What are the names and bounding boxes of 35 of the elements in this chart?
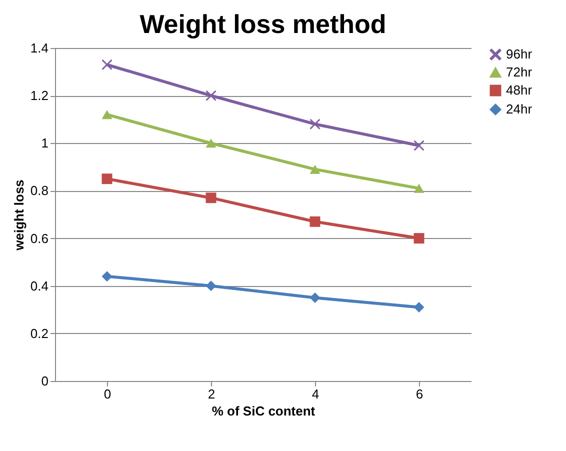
legend-label: 48hr [506, 82, 533, 98]
x-tick-label: 4 [312, 386, 320, 402]
y-tick-label: 1.4 [30, 40, 48, 56]
point [310, 164, 320, 174]
point [310, 118, 320, 130]
point [414, 302, 424, 313]
x-axis-title: % of SiC content [212, 404, 316, 418]
y-tick-label: 0.2 [30, 326, 48, 341]
y-axis-title: weight loss [11, 180, 26, 252]
point [206, 90, 216, 101]
y-tick-label: 1 [41, 136, 48, 151]
y-tick-label: 1.2 [30, 88, 48, 104]
legend-label: 96hr [506, 46, 533, 62]
point [414, 140, 424, 151]
y-tick-label: 0 [41, 374, 48, 388]
x-tick-label: 6 [416, 386, 424, 402]
point [102, 174, 112, 184]
y-tick-label: 0.4 [30, 278, 48, 294]
chart-title: Weight loss method [140, 9, 386, 39]
point [102, 271, 112, 282]
legend-label: 24hr [506, 102, 533, 116]
point [310, 216, 320, 227]
y-tick-label: 0.8 [30, 183, 48, 198]
point [414, 184, 424, 193]
x-tick-label: 2 [208, 386, 216, 402]
point [310, 292, 320, 303]
point [206, 138, 216, 148]
x-tick-label: 0 [104, 386, 112, 402]
y-tick-label: 0.6 [30, 230, 48, 246]
point [102, 59, 112, 70]
point [102, 110, 112, 120]
point [206, 280, 216, 292]
point [206, 192, 216, 204]
point [414, 233, 424, 244]
legend-label: 72hr [506, 64, 533, 80]
